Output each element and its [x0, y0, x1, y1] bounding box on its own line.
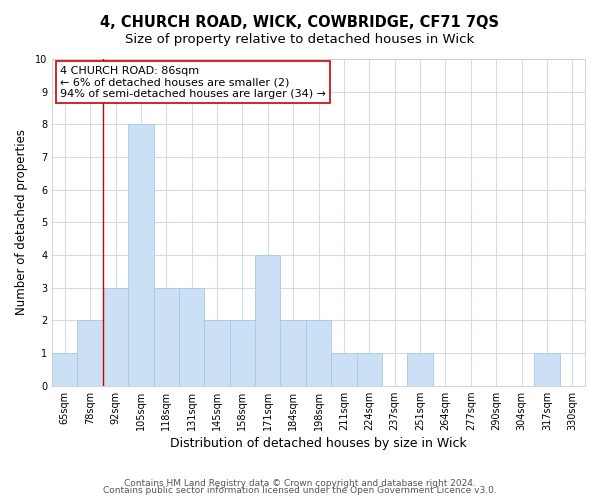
Text: 4, CHURCH ROAD, WICK, COWBRIDGE, CF71 7QS: 4, CHURCH ROAD, WICK, COWBRIDGE, CF71 7Q… [101, 15, 499, 30]
Text: Contains public sector information licensed under the Open Government Licence v3: Contains public sector information licen… [103, 486, 497, 495]
Bar [534, 353, 560, 386]
Bar [103, 288, 128, 386]
Bar [331, 353, 356, 386]
Bar [407, 353, 433, 386]
X-axis label: Distribution of detached houses by size in Wick: Distribution of detached houses by size … [170, 437, 467, 450]
Bar [52, 353, 77, 386]
Bar [154, 288, 179, 386]
Bar [230, 320, 255, 386]
Y-axis label: Number of detached properties: Number of detached properties [15, 130, 28, 316]
Bar [128, 124, 154, 386]
Bar [179, 288, 205, 386]
Bar [255, 255, 280, 386]
Text: Size of property relative to detached houses in Wick: Size of property relative to detached ho… [125, 32, 475, 46]
Bar [280, 320, 306, 386]
Bar [205, 320, 230, 386]
Text: Contains HM Land Registry data © Crown copyright and database right 2024.: Contains HM Land Registry data © Crown c… [124, 478, 476, 488]
Bar [356, 353, 382, 386]
Bar [306, 320, 331, 386]
Text: 4 CHURCH ROAD: 86sqm
← 6% of detached houses are smaller (2)
94% of semi-detache: 4 CHURCH ROAD: 86sqm ← 6% of detached ho… [60, 66, 326, 98]
Bar [77, 320, 103, 386]
